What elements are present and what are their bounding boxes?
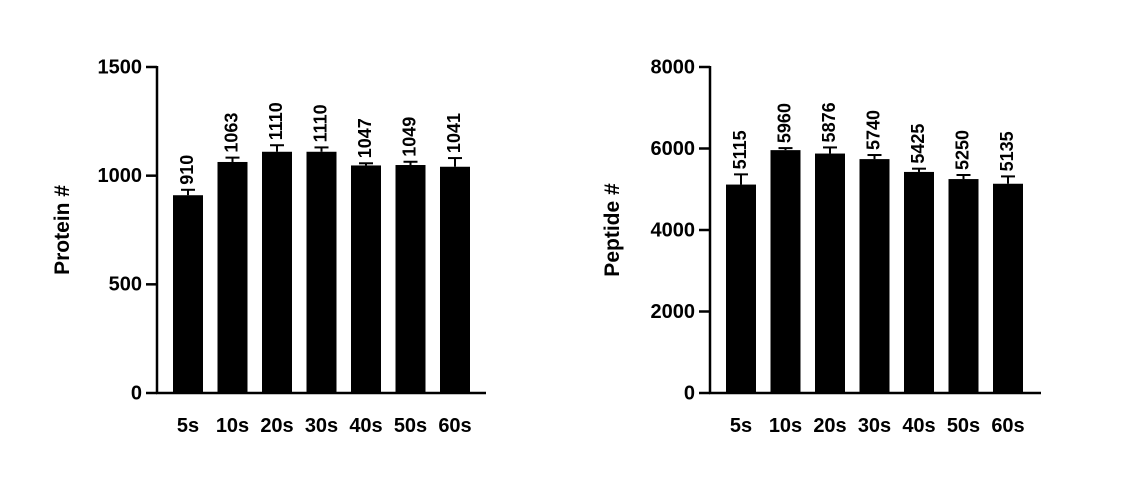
x-tick-label: 50s (394, 415, 427, 437)
value-label: 5425 (908, 124, 928, 164)
bar (262, 151, 292, 393)
x-tick-label: 60s (991, 415, 1024, 437)
x-tick-label: 10s (769, 415, 802, 437)
value-label: 1041 (444, 113, 464, 153)
value-label: 5115 (730, 130, 750, 169)
y-axis-title: Protein # (51, 185, 74, 275)
bar (395, 165, 426, 393)
y-tick-label: 8000 (651, 56, 696, 78)
y-tick-label: 1000 (98, 165, 143, 187)
x-tick-label: 30s (305, 415, 338, 437)
bar (306, 151, 337, 393)
y-tick-label: 0 (131, 382, 142, 404)
bar (440, 166, 470, 393)
value-label: 1110 (310, 104, 330, 142)
bar (217, 161, 248, 393)
value-label: 1047 (355, 118, 375, 158)
bar (815, 153, 845, 393)
value-label: 5960 (774, 103, 794, 143)
bar (859, 159, 890, 393)
value-label: 5250 (952, 130, 972, 170)
bar (948, 179, 979, 393)
bar (904, 171, 934, 393)
y-tick-label: 6000 (651, 138, 696, 160)
bar (351, 165, 381, 393)
x-tick-label: 40s (349, 415, 382, 437)
value-label: 1110 (266, 102, 286, 140)
value-label: 5876 (819, 102, 839, 142)
bar (770, 150, 801, 393)
y-axis-title: Peptide # (601, 183, 624, 277)
value-label: 1063 (221, 113, 241, 153)
y-tick-label: 500 (109, 274, 142, 296)
x-tick-label: 20s (260, 415, 293, 437)
value-label: 1049 (399, 117, 419, 157)
bar (993, 183, 1023, 393)
value-label: 910 (177, 155, 197, 185)
value-label: 5135 (997, 131, 1017, 171)
bar (173, 195, 203, 393)
y-tick-label: 2000 (651, 301, 696, 323)
x-tick-label: 50s (947, 415, 980, 437)
x-tick-label: 20s (813, 415, 846, 437)
x-tick-label: 40s (902, 415, 935, 437)
y-tick-label: 1500 (98, 56, 143, 78)
x-tick-label: 30s (858, 415, 891, 437)
y-tick-label: 0 (684, 382, 695, 404)
y-tick-label: 4000 (651, 219, 696, 241)
x-tick-label: 5s (177, 415, 199, 437)
x-tick-label: 10s (216, 415, 249, 437)
x-tick-label: 60s (438, 415, 471, 437)
x-tick-label: 5s (730, 415, 752, 437)
value-label: 5740 (863, 110, 883, 150)
bar (726, 184, 756, 393)
